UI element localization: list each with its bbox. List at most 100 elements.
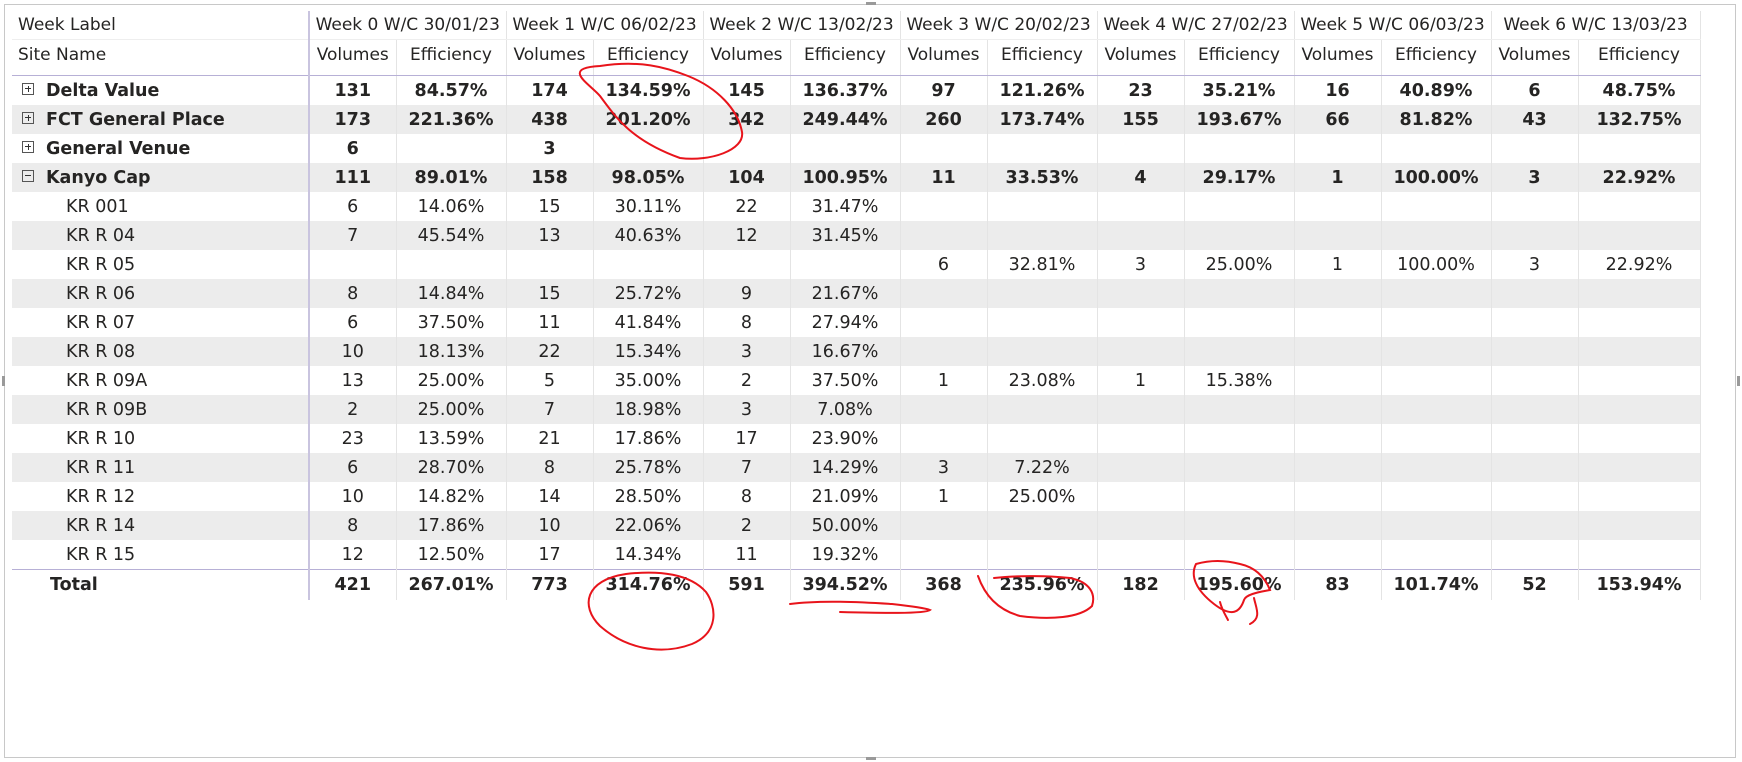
week-column-header[interactable]: Week 6 W/C 13/03/23 bbox=[1491, 11, 1701, 40]
efficiency-cell: 201.20% bbox=[593, 105, 704, 134]
week-column-header[interactable]: Week 1 W/C 06/02/23 bbox=[506, 11, 704, 40]
efficiency-column-header[interactable]: Efficiency bbox=[593, 39, 704, 69]
expand-plus-icon[interactable] bbox=[22, 111, 34, 124]
week-column-header[interactable]: Week 3 W/C 20/02/23 bbox=[900, 11, 1098, 40]
volumes-column-header[interactable]: Volumes bbox=[1294, 39, 1382, 69]
efficiency-cell bbox=[1578, 221, 1701, 250]
volumes-cell bbox=[1097, 221, 1185, 250]
efficiency-cell bbox=[1578, 424, 1701, 453]
efficiency-cell bbox=[1578, 482, 1701, 511]
row-header-cell: General Venue bbox=[12, 134, 310, 163]
site-name-header[interactable]: Site Name bbox=[12, 39, 310, 69]
volumes-cell: 7 bbox=[309, 221, 397, 250]
volumes-cell: 7 bbox=[703, 453, 791, 482]
volumes-cell bbox=[1294, 424, 1382, 453]
group-row: FCT General Place 173 221.36% 438 201.20% 342… bbox=[12, 105, 1701, 134]
volumes-cell: 6 bbox=[309, 192, 397, 221]
total-volumes-cell: 591 bbox=[703, 569, 791, 600]
expand-plus-icon[interactable] bbox=[22, 140, 34, 153]
volumes-cell: 1 bbox=[1294, 250, 1382, 279]
expand-plus-icon[interactable] bbox=[22, 82, 34, 95]
efficiency-cell bbox=[987, 192, 1098, 221]
volumes-column-header[interactable]: Volumes bbox=[1097, 39, 1185, 69]
efficiency-cell: 100.00% bbox=[1381, 163, 1492, 192]
efficiency-column-header[interactable]: Efficiency bbox=[1381, 39, 1492, 69]
volumes-cell: 438 bbox=[506, 105, 594, 134]
volumes-cell: 3 bbox=[506, 134, 594, 163]
volumes-cell bbox=[1294, 366, 1382, 395]
volumes-column-header[interactable]: Volumes bbox=[309, 39, 397, 69]
resize-handle-right[interactable] bbox=[1737, 376, 1740, 386]
row-header-cell: KR R 07 bbox=[12, 308, 310, 337]
matrix-table: Week Label Week 0 W/C 30/01/23 Week 1 W/C… bbox=[12, 11, 1701, 600]
week-column-header[interactable]: Week 5 W/C 06/03/23 bbox=[1294, 11, 1492, 40]
measure-header-row: Site Name Volumes Efficiency Volumes Effici… bbox=[12, 39, 1701, 69]
volumes-cell: 11 bbox=[703, 540, 791, 570]
volumes-cell: 131 bbox=[309, 75, 397, 105]
efficiency-column-header[interactable]: Efficiency bbox=[790, 39, 901, 69]
volumes-cell bbox=[1491, 482, 1579, 511]
volumes-cell: 16 bbox=[1294, 75, 1382, 105]
volumes-cell bbox=[1294, 308, 1382, 337]
efficiency-cell: 48.75% bbox=[1578, 75, 1701, 105]
volumes-cell: 1 bbox=[900, 366, 988, 395]
volumes-column-header[interactable]: Volumes bbox=[506, 39, 594, 69]
site-row: KR R 09A 13 25.00% 5 35.00% 2 37.50% 1 23.08% 1 15… bbox=[12, 366, 1701, 395]
efficiency-cell: 81.82% bbox=[1381, 105, 1492, 134]
site-row: KR 001 6 14.06% 15 30.11% 22 31.47% bbox=[12, 192, 1701, 221]
volumes-cell: 66 bbox=[1294, 105, 1382, 134]
volumes-cell: 145 bbox=[703, 75, 791, 105]
volumes-cell bbox=[1294, 395, 1382, 424]
efficiency-cell bbox=[1578, 395, 1701, 424]
volumes-cell bbox=[1491, 453, 1579, 482]
collapse-minus-icon[interactable] bbox=[22, 169, 34, 182]
volumes-cell: 9 bbox=[703, 279, 791, 308]
row-label: FCT General Place bbox=[46, 109, 225, 130]
volumes-cell: 11 bbox=[506, 308, 594, 337]
efficiency-column-header[interactable]: Efficiency bbox=[987, 39, 1098, 69]
efficiency-cell: 25.72% bbox=[593, 279, 704, 308]
efficiency-cell bbox=[1381, 308, 1492, 337]
efficiency-cell: 17.86% bbox=[396, 511, 507, 540]
resize-handle-bottom[interactable] bbox=[866, 757, 876, 760]
efficiency-cell: 40.63% bbox=[593, 221, 704, 250]
row-label: KR R 14 bbox=[66, 515, 136, 536]
week-label-header[interactable]: Week Label bbox=[12, 11, 310, 40]
efficiency-column-header[interactable]: Efficiency bbox=[1184, 39, 1295, 69]
efficiency-cell bbox=[1381, 134, 1492, 163]
efficiency-cell: 21.67% bbox=[790, 279, 901, 308]
volumes-cell bbox=[1294, 192, 1382, 221]
efficiency-cell: 32.81% bbox=[987, 250, 1098, 279]
volumes-cell: 23 bbox=[1097, 75, 1185, 105]
volumes-cell bbox=[1097, 424, 1185, 453]
efficiency-cell: 15.38% bbox=[1184, 366, 1295, 395]
volumes-cell bbox=[1491, 192, 1579, 221]
efficiency-column-header[interactable]: Efficiency bbox=[1578, 39, 1701, 69]
volumes-cell: 97 bbox=[900, 75, 988, 105]
site-row: KR R 10 23 13.59% 21 17.86% 17 23.90% bbox=[12, 424, 1701, 453]
volumes-cell: 6 bbox=[1491, 75, 1579, 105]
volumes-cell: 13 bbox=[309, 366, 397, 395]
volumes-cell bbox=[1491, 134, 1579, 163]
volumes-cell: 1 bbox=[1097, 366, 1185, 395]
efficiency-cell: 25.00% bbox=[987, 482, 1098, 511]
volumes-cell bbox=[1294, 540, 1382, 570]
efficiency-cell: 14.84% bbox=[396, 279, 507, 308]
efficiency-cell bbox=[1578, 337, 1701, 366]
efficiency-column-header[interactable]: Efficiency bbox=[396, 39, 507, 69]
volumes-cell: 3 bbox=[900, 453, 988, 482]
volumes-cell: 6 bbox=[309, 134, 397, 163]
resize-handle-left[interactable] bbox=[2, 376, 5, 386]
efficiency-cell bbox=[1578, 366, 1701, 395]
efficiency-cell bbox=[1381, 337, 1492, 366]
volumes-cell bbox=[900, 279, 988, 308]
week-column-header[interactable]: Week 4 W/C 27/02/23 bbox=[1097, 11, 1295, 40]
volumes-column-header[interactable]: Volumes bbox=[900, 39, 988, 69]
volumes-column-header[interactable]: Volumes bbox=[703, 39, 791, 69]
week-column-header[interactable]: Week 0 W/C 30/01/23 bbox=[309, 11, 507, 40]
volumes-column-header[interactable]: Volumes bbox=[1491, 39, 1579, 69]
week-column-header[interactable]: Week 2 W/C 13/02/23 bbox=[703, 11, 901, 40]
volumes-cell bbox=[1097, 540, 1185, 570]
total-efficiency-cell: 195.60% bbox=[1184, 569, 1295, 600]
resize-handle-top[interactable] bbox=[866, 2, 876, 5]
